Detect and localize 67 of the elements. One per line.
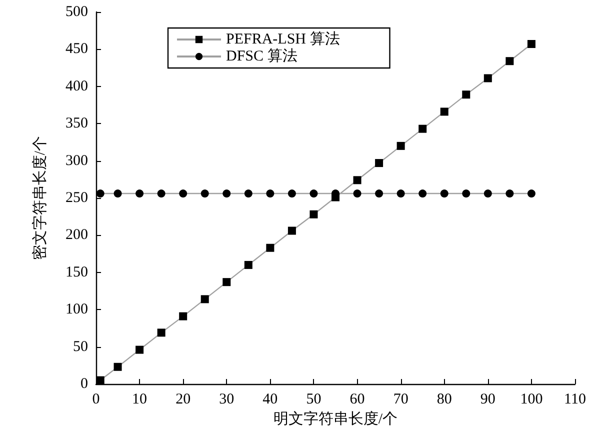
point	[527, 40, 536, 48]
point	[136, 346, 144, 354]
point	[375, 159, 384, 168]
x-tick-label: 100	[520, 392, 543, 408]
x-tick-label: 70	[393, 392, 408, 408]
point	[527, 190, 536, 198]
point	[96, 190, 104, 198]
x-tick-label: 10	[132, 392, 148, 408]
y-tick-label: 50	[73, 338, 88, 355]
point	[375, 190, 384, 198]
x-tick-label: 30	[219, 392, 234, 408]
y-tick-label: 350	[66, 116, 88, 132]
point	[440, 108, 448, 116]
point	[179, 190, 188, 198]
legend-label: PEFRA-LSH 算法	[226, 30, 340, 48]
point	[440, 190, 448, 198]
y-tick-label: 400	[66, 78, 88, 94]
point	[310, 210, 318, 218]
point	[484, 74, 492, 82]
point	[244, 190, 252, 198]
x-tick-label: 110	[564, 392, 586, 408]
point	[462, 190, 470, 198]
y-tick-label: 0	[80, 376, 88, 392]
point	[114, 362, 122, 371]
point	[244, 260, 252, 269]
x-axis-title: 明文字符串长度/个	[273, 410, 398, 428]
point	[266, 244, 274, 252]
point	[157, 190, 166, 198]
x-tick-label: 0	[92, 392, 100, 408]
point	[288, 226, 296, 235]
point	[353, 190, 362, 198]
legend-label: DFSC 算法	[226, 48, 298, 64]
x-tick-label: 60	[350, 392, 365, 408]
y-tick-label: 150	[66, 264, 88, 280]
y-tick-label: 250	[66, 190, 88, 206]
point	[418, 124, 427, 133]
point	[310, 190, 318, 198]
point	[396, 142, 405, 150]
y-tick-label: 200	[66, 227, 88, 244]
x-tick-label: 50	[306, 392, 322, 408]
y-tick-label: 300	[66, 152, 88, 169]
y-axis-title: 密文字符串长度/个	[32, 136, 48, 260]
point	[200, 190, 209, 198]
x-tick-label: 20	[176, 392, 191, 408]
point	[222, 278, 231, 286]
point	[418, 190, 427, 198]
point	[222, 190, 231, 198]
point	[506, 57, 514, 66]
point	[96, 376, 104, 384]
x-tick-label: 40	[262, 392, 278, 408]
x-tick-label: 90	[480, 392, 496, 408]
point	[506, 190, 514, 198]
point	[114, 190, 122, 198]
y-tick-label: 100	[66, 302, 88, 318]
point	[484, 190, 492, 198]
point	[288, 190, 296, 198]
point	[179, 312, 188, 320]
point	[462, 90, 470, 99]
point	[200, 295, 209, 304]
y-tick-label: 500	[66, 4, 88, 20]
x-tick-label: 80	[436, 392, 452, 408]
point	[266, 190, 274, 198]
point	[353, 176, 362, 184]
point	[136, 190, 144, 198]
y-tick-label: 450	[66, 41, 88, 58]
point	[396, 190, 405, 198]
point	[157, 328, 166, 337]
